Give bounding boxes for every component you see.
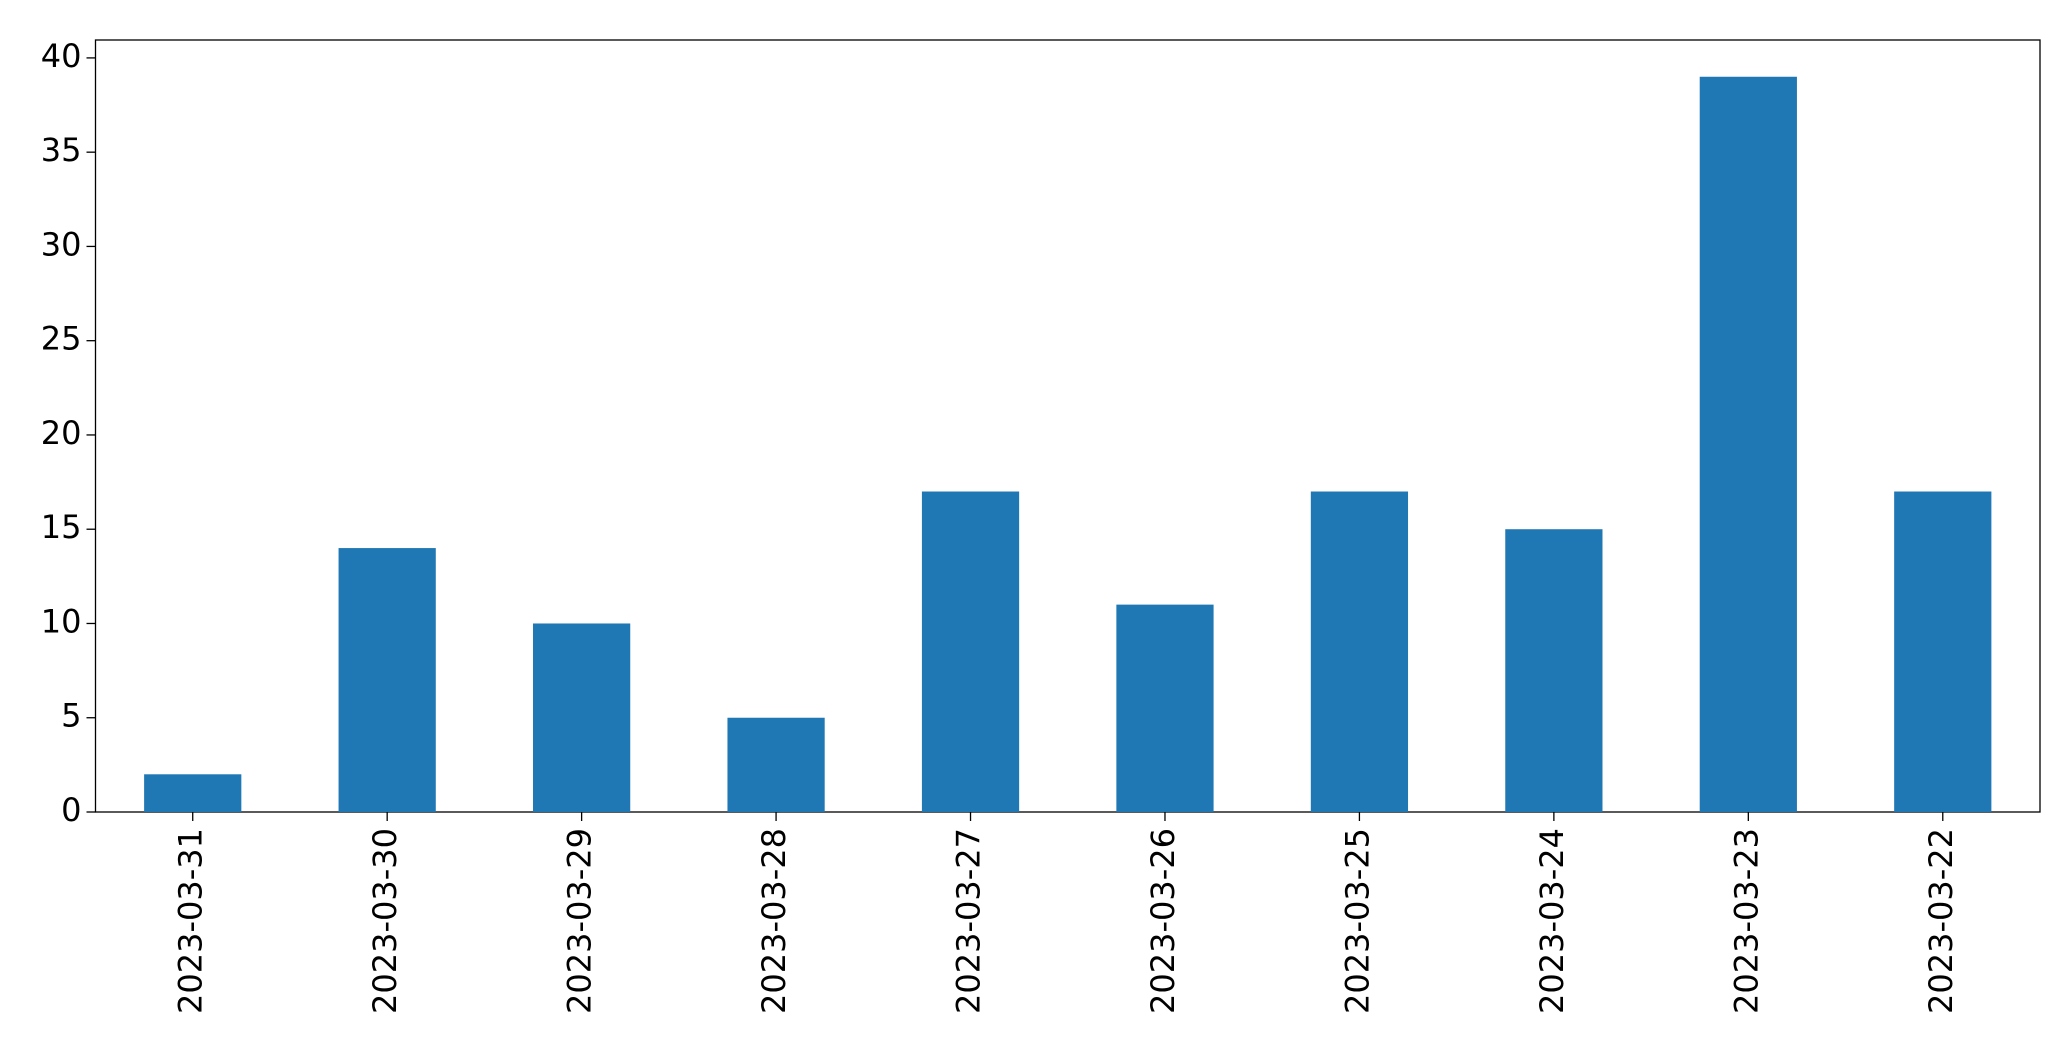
y-tick-label: 35	[41, 131, 82, 169]
bar	[1699, 76, 1797, 812]
bar	[338, 548, 436, 812]
y-tick-label: 5	[61, 697, 81, 735]
bar	[921, 491, 1020, 812]
y-tick-label: 30	[41, 225, 82, 263]
x-tick-label: 2023-03-27	[950, 828, 988, 1014]
y-tick-label: 25	[41, 320, 82, 358]
y-tick-label: 10	[41, 602, 82, 640]
bar	[727, 717, 825, 812]
x-tick-label: 2023-03-29	[561, 828, 599, 1014]
bar	[533, 623, 631, 812]
x-tick-label: 2023-03-22	[1922, 828, 1960, 1014]
y-tick-label: 20	[41, 414, 82, 452]
bar	[144, 774, 242, 812]
y-tick-label: 40	[41, 37, 82, 75]
axes-frame	[94, 39, 2041, 813]
x-tick-label: 2023-03-25	[1338, 828, 1376, 1014]
bar	[1894, 491, 1992, 812]
x-tick-label: 2023-03-28	[755, 828, 793, 1014]
bar	[1310, 491, 1409, 812]
x-tick-label: 2023-03-31	[172, 828, 210, 1014]
x-tick-label: 2023-03-24	[1533, 828, 1571, 1014]
x-tick-label: 2023-03-23	[1727, 828, 1765, 1014]
x-tick-label: 2023-03-26	[1144, 828, 1182, 1014]
y-tick-label: 0	[61, 791, 81, 829]
y-tick-label: 15	[41, 508, 82, 546]
bar	[1116, 604, 1214, 812]
bar	[1505, 529, 1603, 812]
x-tick-label: 2023-03-30	[366, 828, 404, 1014]
